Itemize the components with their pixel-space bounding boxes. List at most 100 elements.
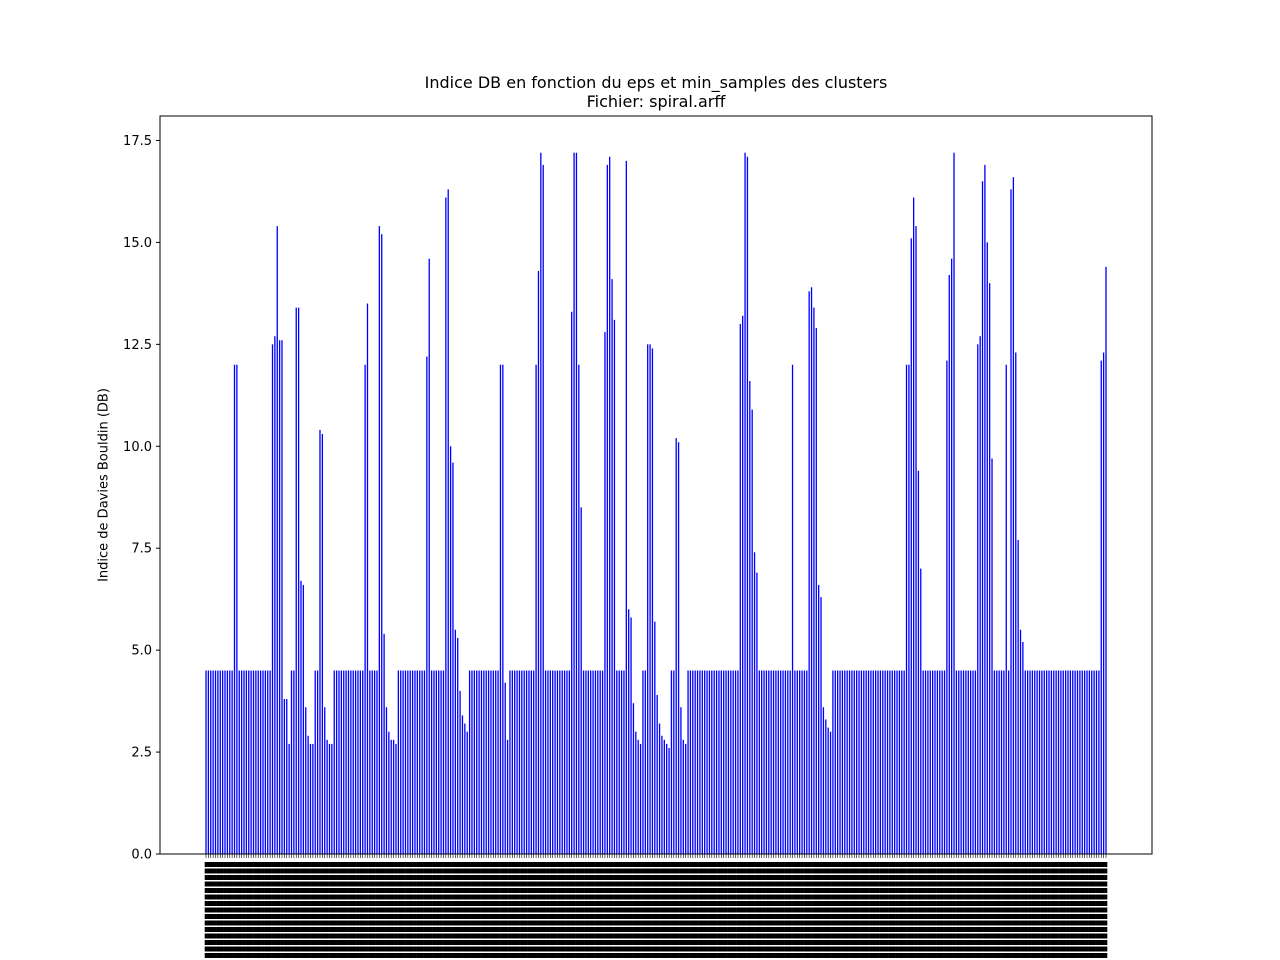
bar: [984, 164, 986, 854]
bar: [879, 670, 882, 854]
bar: [302, 584, 305, 854]
bar: [1053, 670, 1055, 854]
bar: [549, 670, 551, 854]
bar: [1029, 670, 1031, 854]
bar: [742, 315, 744, 854]
bar: [877, 670, 879, 854]
bar: [518, 670, 521, 854]
bar: [967, 670, 969, 854]
bar: [376, 670, 378, 854]
bar: [699, 670, 701, 854]
y-tick-label: 15.0: [123, 236, 152, 251]
bar: [687, 670, 689, 854]
bar: [385, 707, 388, 854]
bar: [815, 328, 817, 854]
bar: [416, 670, 418, 854]
bar: [723, 670, 725, 854]
bar: [763, 670, 765, 854]
bar: [262, 670, 264, 854]
bar: [632, 703, 635, 854]
bar: [936, 670, 939, 854]
bar: [808, 291, 810, 855]
bar: [335, 670, 338, 854]
bar: [950, 258, 953, 855]
bar: [680, 707, 682, 854]
bar: [746, 156, 749, 854]
bar: [300, 580, 302, 854]
bar: [848, 670, 851, 854]
bar: [257, 670, 259, 854]
bar: [221, 670, 224, 854]
bar: [813, 307, 815, 854]
bar: [238, 670, 240, 854]
bar: [946, 360, 948, 854]
bar: [390, 739, 392, 854]
bar: [447, 189, 449, 854]
bar: [941, 670, 943, 854]
bar: [939, 670, 941, 854]
bar: [882, 670, 884, 854]
x-ticks-group: [204, 854, 1108, 958]
bar: [744, 152, 746, 854]
bar: [309, 743, 312, 854]
bar: [775, 670, 777, 854]
bar: [969, 670, 972, 854]
bar: [898, 670, 901, 854]
bar: [286, 699, 288, 854]
bar: [468, 670, 471, 854]
bar: [1088, 670, 1091, 854]
bar: [535, 364, 537, 854]
bar: [713, 670, 715, 854]
bar: [511, 670, 513, 854]
bar: [421, 670, 423, 854]
bar: [896, 670, 898, 854]
bar: [1057, 670, 1060, 854]
bar: [803, 670, 806, 854]
bar: [205, 670, 207, 854]
bar: [243, 670, 245, 854]
bar: [715, 670, 718, 854]
bar: [858, 670, 860, 854]
bar: [504, 682, 506, 854]
bar: [547, 670, 549, 854]
bar: [618, 670, 620, 854]
bar: [834, 670, 836, 854]
bar: [832, 670, 834, 854]
bar: [934, 670, 936, 854]
bar: [675, 438, 677, 854]
bar: [955, 670, 958, 854]
bar: [801, 670, 803, 854]
bar: [392, 739, 395, 854]
bar: [1003, 670, 1005, 854]
bar: [642, 670, 644, 854]
bar: [590, 670, 592, 854]
bar: [960, 670, 962, 854]
bar: [780, 670, 782, 854]
bar: [791, 364, 794, 854]
bar: [891, 670, 893, 854]
bar: [350, 670, 352, 854]
bar: [613, 319, 616, 854]
bar: [454, 629, 456, 854]
bar: [630, 617, 632, 854]
bar: [796, 670, 798, 854]
bar: [240, 670, 243, 854]
bar: [829, 731, 832, 854]
bar: [587, 670, 589, 854]
bar: [561, 670, 563, 854]
bar: [1083, 670, 1086, 854]
bar: [894, 670, 896, 854]
bar: [326, 739, 328, 854]
bar: [231, 670, 233, 854]
bar: [998, 670, 1000, 854]
bar: [400, 670, 402, 854]
bar: [872, 670, 874, 854]
bar: [1015, 352, 1017, 854]
bar: [521, 670, 523, 854]
bar: [1093, 670, 1095, 854]
bar: [1081, 670, 1083, 854]
bar: [281, 340, 283, 854]
bar: [851, 670, 853, 854]
bar: [364, 364, 366, 854]
bar: [373, 670, 376, 854]
